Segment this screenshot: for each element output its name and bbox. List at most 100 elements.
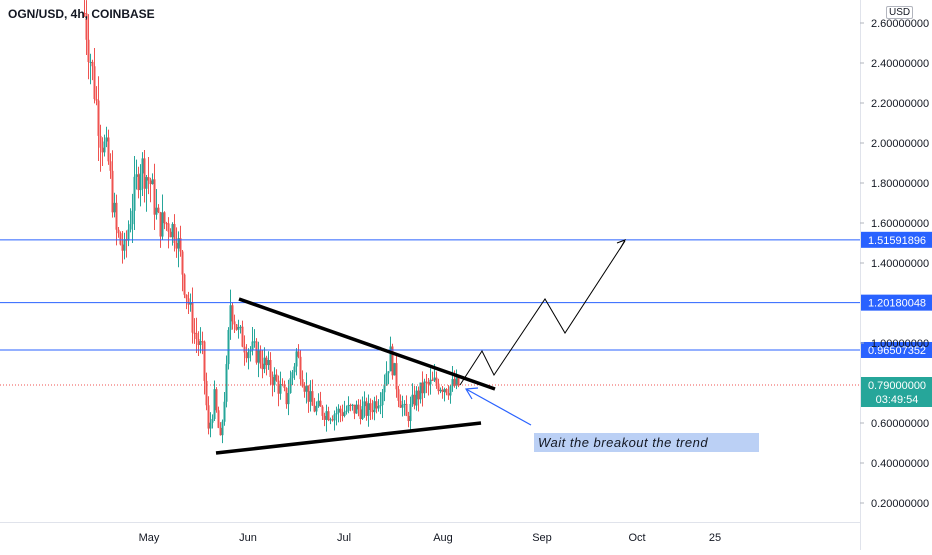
candle-body bbox=[117, 229, 120, 234]
candle-body bbox=[101, 147, 104, 153]
candle-body bbox=[303, 386, 306, 392]
candle-body bbox=[95, 99, 98, 101]
candle-body bbox=[273, 374, 276, 385]
candle-body bbox=[363, 401, 366, 407]
candle-body bbox=[317, 400, 320, 407]
candle-body bbox=[91, 61, 94, 67]
annotation-box bbox=[534, 433, 759, 452]
candle-body bbox=[407, 415, 410, 422]
candle-body bbox=[201, 341, 204, 343]
candle-body bbox=[245, 352, 248, 359]
candle-body bbox=[159, 212, 162, 237]
candle-body bbox=[137, 174, 140, 191]
candle-body bbox=[145, 177, 148, 189]
candle-body bbox=[269, 359, 272, 377]
candle-body bbox=[347, 404, 350, 411]
candle-body bbox=[127, 229, 130, 241]
candle-body bbox=[155, 207, 158, 215]
candle-body bbox=[173, 224, 176, 243]
upper-trendline bbox=[238, 297, 496, 391]
candle-body bbox=[109, 161, 112, 171]
candle-body bbox=[331, 419, 334, 421]
candle-body bbox=[87, 39, 90, 62]
candle-body bbox=[285, 387, 288, 405]
candle-body bbox=[277, 380, 280, 394]
candle-body bbox=[315, 406, 318, 412]
y-tick-label: 0.40000000 bbox=[871, 458, 929, 470]
candle-body bbox=[107, 137, 110, 162]
candle-body bbox=[423, 381, 426, 394]
candle-body bbox=[185, 294, 188, 299]
candle-body bbox=[379, 405, 382, 407]
currency-button[interactable]: USD bbox=[886, 6, 914, 19]
candle-body bbox=[451, 379, 454, 387]
candle-body bbox=[369, 403, 372, 411]
candle-body bbox=[123, 239, 126, 251]
candle-body bbox=[429, 379, 432, 385]
candle-body bbox=[167, 223, 170, 232]
x-tick-label: Sep bbox=[532, 532, 552, 544]
candle-body bbox=[99, 135, 102, 148]
level-label: 0.96507352 bbox=[868, 345, 926, 357]
level-tag bbox=[861, 294, 932, 311]
candle-body bbox=[265, 357, 268, 366]
candle-body bbox=[147, 177, 150, 181]
candle-body bbox=[129, 224, 132, 230]
candle-body bbox=[341, 412, 344, 417]
candle-body bbox=[431, 379, 434, 381]
candle-body bbox=[113, 202, 116, 213]
candle-body bbox=[263, 357, 266, 370]
candle-body bbox=[373, 401, 376, 413]
candle-body bbox=[85, 13, 88, 40]
y-tick-label: 1.60000000 bbox=[871, 218, 929, 230]
candle-body bbox=[239, 326, 242, 328]
candle-body bbox=[411, 394, 414, 404]
y-tick-label: 0.60000000 bbox=[871, 418, 929, 430]
candle-body bbox=[103, 141, 106, 153]
candle-body bbox=[441, 389, 444, 393]
candle-body bbox=[235, 324, 238, 330]
y-tick-label: 2.60000000 bbox=[871, 18, 929, 30]
candle-layer bbox=[83, 0, 460, 444]
candle-body bbox=[375, 401, 378, 409]
candle-body bbox=[391, 346, 394, 376]
x-tick-label: Aug bbox=[433, 532, 453, 544]
x-tick-label: Jul bbox=[337, 532, 351, 544]
candle-body bbox=[313, 405, 316, 412]
candle-body bbox=[447, 393, 450, 396]
candle-body bbox=[287, 392, 290, 405]
candle-body bbox=[337, 408, 340, 414]
candle-body bbox=[133, 176, 136, 211]
candle-body bbox=[195, 333, 198, 340]
callout-arrowhead bbox=[464, 387, 479, 400]
candle-body bbox=[255, 341, 258, 363]
x-tick-label: Jun bbox=[239, 532, 257, 544]
candle-body bbox=[227, 329, 230, 365]
candle-body bbox=[409, 403, 412, 422]
candle-body bbox=[383, 384, 386, 393]
candle-body bbox=[111, 170, 114, 213]
candle-body bbox=[183, 274, 186, 295]
candle-body bbox=[295, 351, 298, 367]
candle-body bbox=[453, 379, 456, 386]
candle-body bbox=[311, 391, 314, 406]
candle-body bbox=[191, 302, 194, 333]
candle-body bbox=[327, 411, 330, 421]
candle-body bbox=[89, 61, 92, 63]
candle-body bbox=[405, 403, 408, 416]
candle-body bbox=[393, 363, 396, 376]
candle-body bbox=[161, 212, 164, 237]
candle-body bbox=[443, 389, 446, 393]
candle-body bbox=[319, 400, 322, 407]
candle-body bbox=[419, 382, 422, 400]
candle-body bbox=[367, 403, 370, 416]
candle-body bbox=[225, 364, 228, 402]
candle-body bbox=[433, 377, 436, 381]
projection-arrowhead bbox=[616, 239, 627, 250]
level-layer: 1.51591896 1.20180048 0.96507352 0.79000000… bbox=[0, 231, 932, 407]
candle-body bbox=[151, 179, 154, 185]
annotation-text: Wait the breakout the trend bbox=[538, 435, 708, 450]
y-tick-label: 2.20000000 bbox=[871, 98, 929, 110]
